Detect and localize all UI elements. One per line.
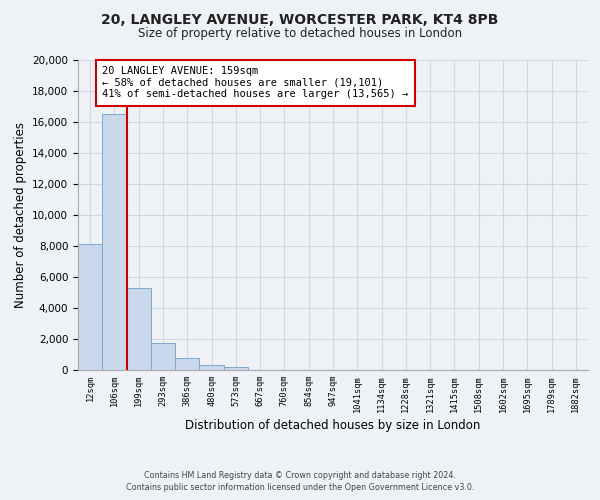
Bar — [127, 288, 151, 370]
Bar — [78, 244, 102, 370]
Bar — [199, 366, 224, 370]
Text: 20, LANGLEY AVENUE, WORCESTER PARK, KT4 8PB: 20, LANGLEY AVENUE, WORCESTER PARK, KT4 … — [101, 12, 499, 26]
Bar — [102, 114, 127, 370]
X-axis label: Distribution of detached houses by size in London: Distribution of detached houses by size … — [185, 418, 481, 432]
Text: 20 LANGLEY AVENUE: 159sqm
← 58% of detached houses are smaller (19,101)
41% of s: 20 LANGLEY AVENUE: 159sqm ← 58% of detac… — [102, 66, 409, 100]
Bar — [224, 367, 248, 370]
Text: Size of property relative to detached houses in London: Size of property relative to detached ho… — [138, 28, 462, 40]
Text: Contains HM Land Registry data © Crown copyright and database right 2024.
Contai: Contains HM Land Registry data © Crown c… — [126, 471, 474, 492]
Y-axis label: Number of detached properties: Number of detached properties — [14, 122, 26, 308]
Bar — [175, 358, 199, 370]
Bar — [151, 343, 175, 370]
